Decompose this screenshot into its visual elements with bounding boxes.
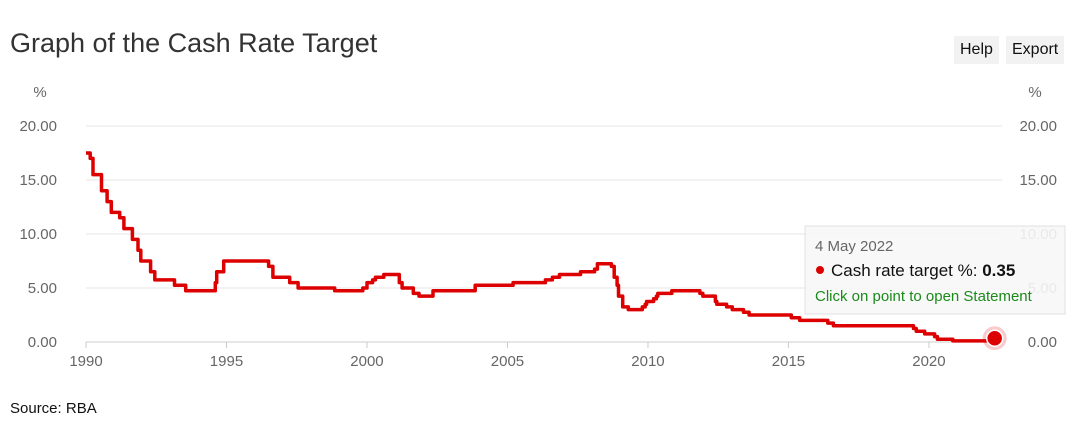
tooltip-value: 0.35 (982, 261, 1015, 280)
export-button[interactable]: Export (1006, 36, 1065, 64)
tooltip-series-marker (816, 266, 824, 274)
chart-title: Graph of the Cash Rate Target (10, 28, 378, 58)
tooltip-series-label: Cash rate target %: (831, 261, 982, 280)
y-tick-label: 0.00 (28, 334, 57, 351)
x-tick-label: 2005 (491, 353, 524, 370)
y-tick-label: 15.00 (19, 172, 57, 189)
tooltip-date: 4 May 2022 (815, 238, 893, 255)
y-axis-unit-right: % (1028, 84, 1041, 101)
highlight-point[interactable] (985, 329, 1004, 347)
y-tick-label: 0.00 (1028, 334, 1057, 351)
y-axis-unit-left: % (33, 84, 46, 101)
y-axis-left: 0.00 5.00 10.00 15.00 20.00 (19, 118, 57, 351)
series-line-cash-rate (86, 151, 997, 343)
cash-rate-chart: % % 0.00 5.00 10.00 15.00 20.00 0.00 5.00 10.0… (19, 84, 1066, 370)
y-tick-label: 20.00 (1019, 118, 1057, 135)
help-button[interactable]: Help (954, 36, 999, 64)
tooltip-box (804, 225, 1066, 315)
y-tick-label: 10.00 (19, 226, 57, 243)
x-axis: 1990 1995 2000 2005 2010 2015 2020 (69, 342, 946, 370)
x-tick-label: 1990 (69, 353, 102, 370)
y-tick-label: 15.00 (1019, 172, 1057, 189)
y-tick-label: 20.00 (19, 118, 57, 135)
x-tick-label: 2015 (772, 353, 805, 370)
tooltip-statement-link[interactable]: Click on point to open Statement (815, 288, 1033, 305)
tooltip: 4 May 2022 Cash rate target %: 0.35 Clic… (804, 225, 1066, 315)
x-tick-label: 2000 (350, 353, 383, 370)
svg-text:Cash rate target %: 0.35: Cash rate target %: 0.35 (831, 261, 1015, 280)
source-note: Source: RBA (10, 400, 97, 417)
x-tick-label: 2020 (912, 353, 945, 370)
x-tick-label: 1995 (210, 353, 243, 370)
x-tick-label: 2010 (631, 353, 664, 370)
y-tick-label: 5.00 (28, 280, 57, 297)
